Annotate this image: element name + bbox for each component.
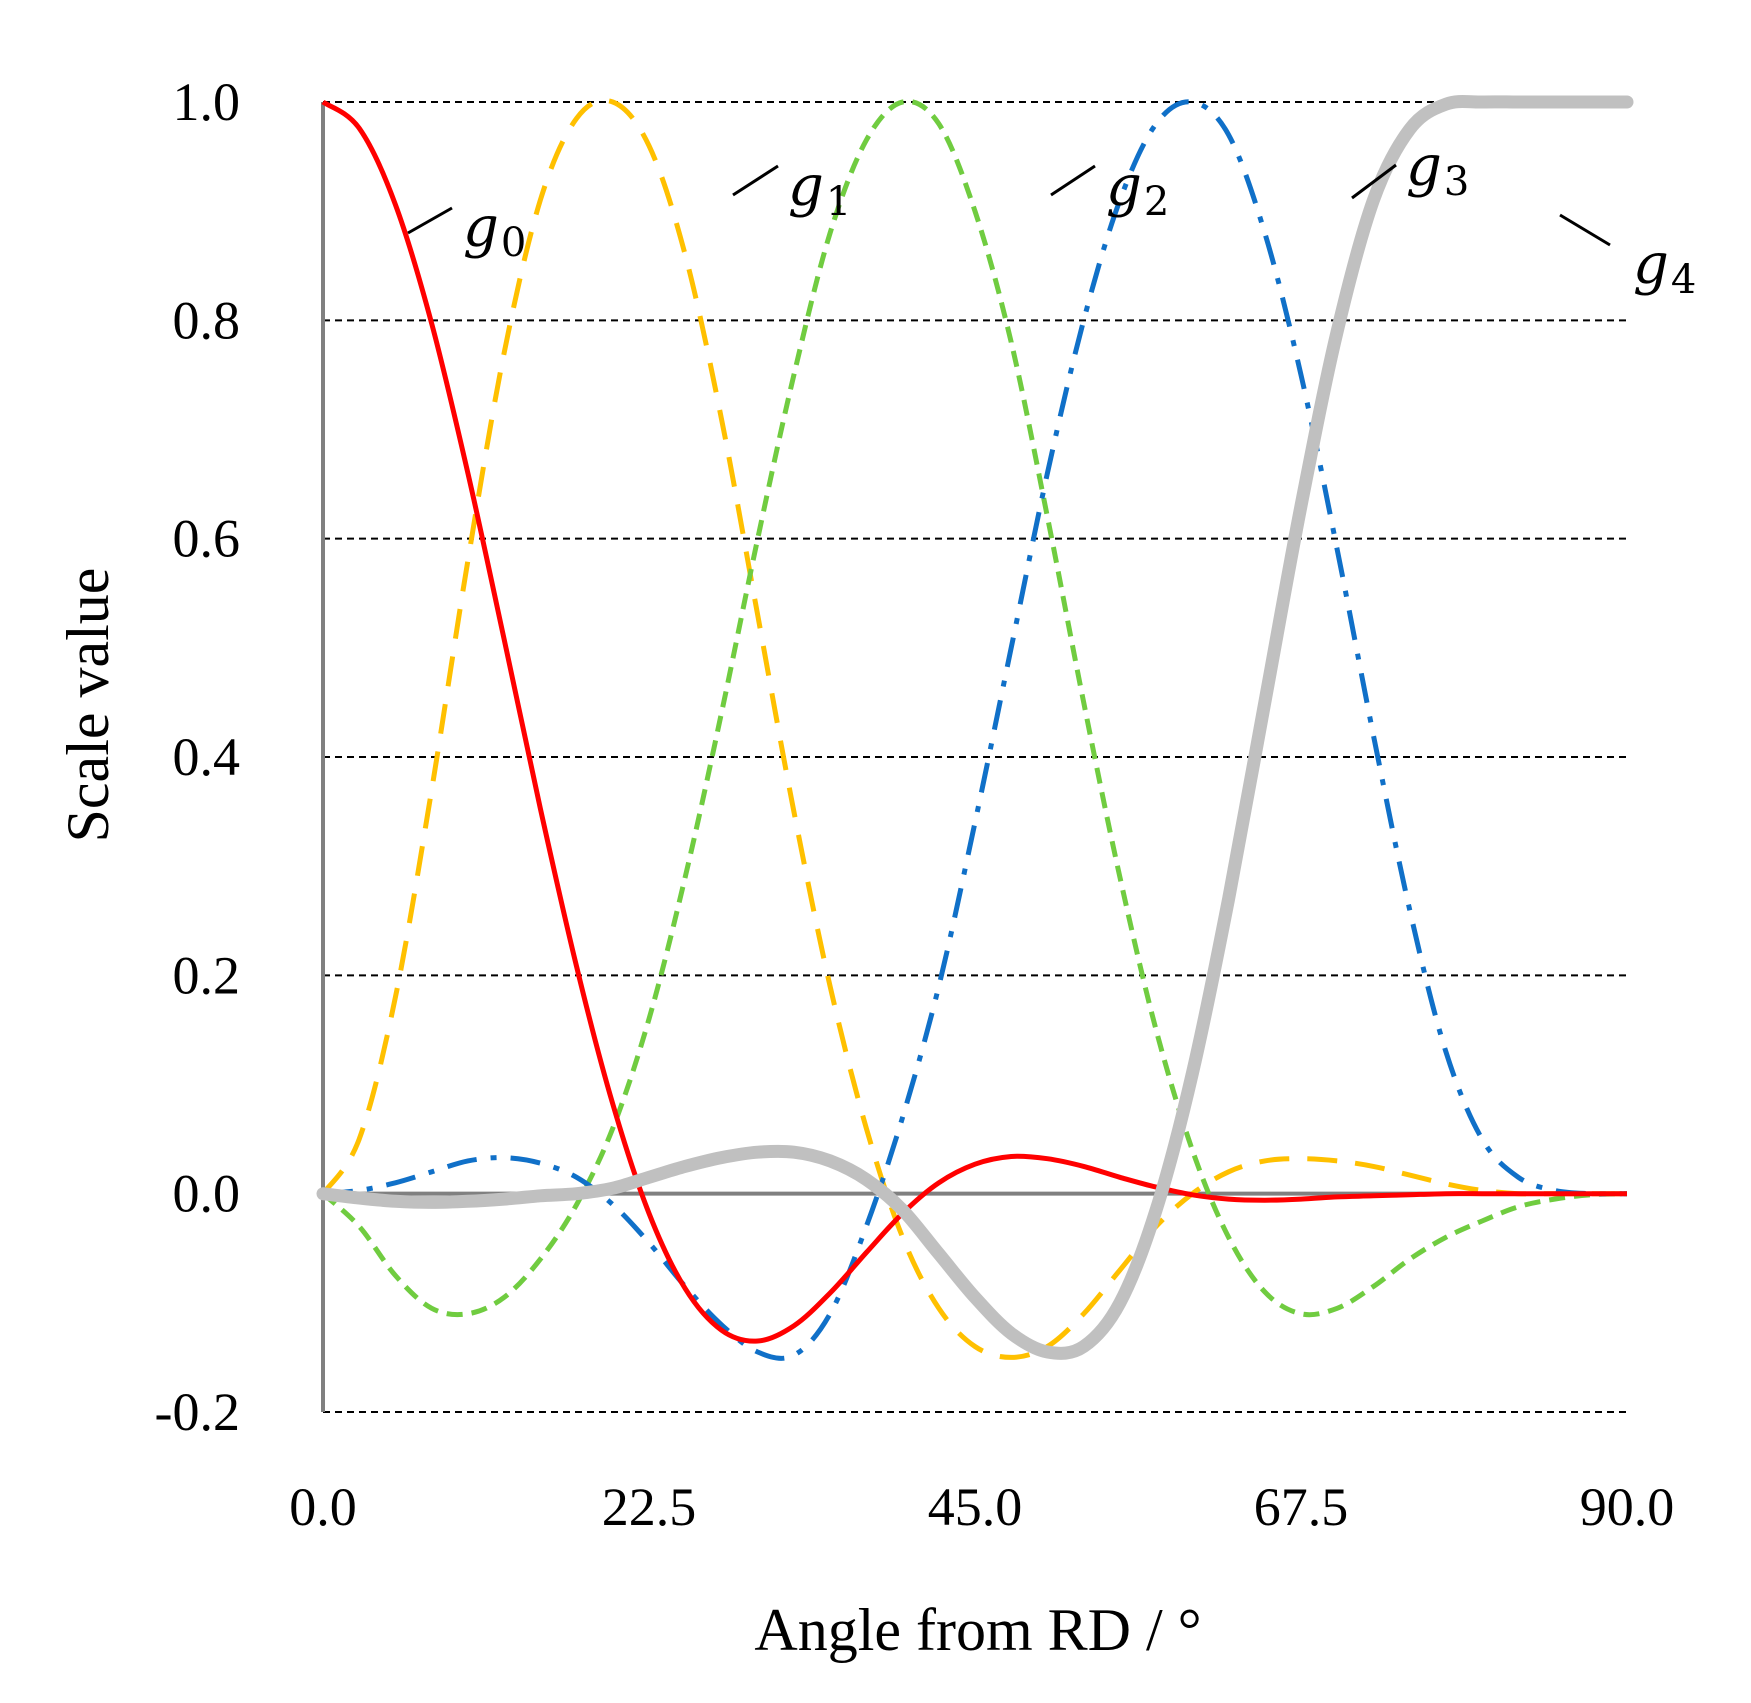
- leader-line-g0: [407, 206, 453, 235]
- series-lines: [316, 95, 1634, 1361]
- series-line-g1: [320, 97, 1627, 1360]
- series-label-g2: g2: [1106, 154, 1169, 225]
- series-line-g3: [322, 99, 1628, 1361]
- leader-line-g1: [732, 164, 779, 197]
- tick-labels: -0.2 0.0 0.2 0.4 0.6 0.8 1.0 0.0 22.5 45.0 67.5 90.…: [155, 72, 1675, 1537]
- series-label-g3: g3: [1406, 134, 1469, 205]
- leader-line-g3: [1351, 163, 1397, 200]
- y-tick-label: -0.2: [155, 1382, 240, 1442]
- leader-line-g2: [1050, 164, 1096, 197]
- y-tick-label: 1.0: [173, 72, 241, 132]
- x-tick-label: 67.5: [1254, 1477, 1349, 1537]
- x-tick-label: 22.5: [602, 1477, 697, 1537]
- y-tick-label: 0.2: [173, 945, 241, 1005]
- series-label-g1: g1: [788, 154, 851, 225]
- gridlines: [323, 101, 1627, 1413]
- series-line-g2: [321, 98, 1628, 1318]
- series-line-g4: [316, 95, 1634, 1360]
- series-labels: g0 g1 g2 g3 g4: [407, 134, 1696, 303]
- series-label-g4: g4: [1633, 232, 1696, 303]
- y-tick-label: 0.4: [173, 727, 241, 787]
- leader-line-g4: [1559, 213, 1611, 247]
- x-tick-label: 45.0: [928, 1477, 1023, 1537]
- y-tick-label: 0.0: [173, 1164, 241, 1224]
- x-tick-label: 0.0: [289, 1477, 357, 1537]
- y-axis-title: Scale value: [55, 568, 121, 843]
- x-tick-label: 90.0: [1580, 1477, 1675, 1537]
- y-tick-label: 0.8: [173, 290, 241, 350]
- x-axis-title: Angle from RD / °: [754, 1597, 1201, 1663]
- series-label-g0: g0: [463, 195, 526, 266]
- y-tick-label: 0.6: [173, 509, 241, 569]
